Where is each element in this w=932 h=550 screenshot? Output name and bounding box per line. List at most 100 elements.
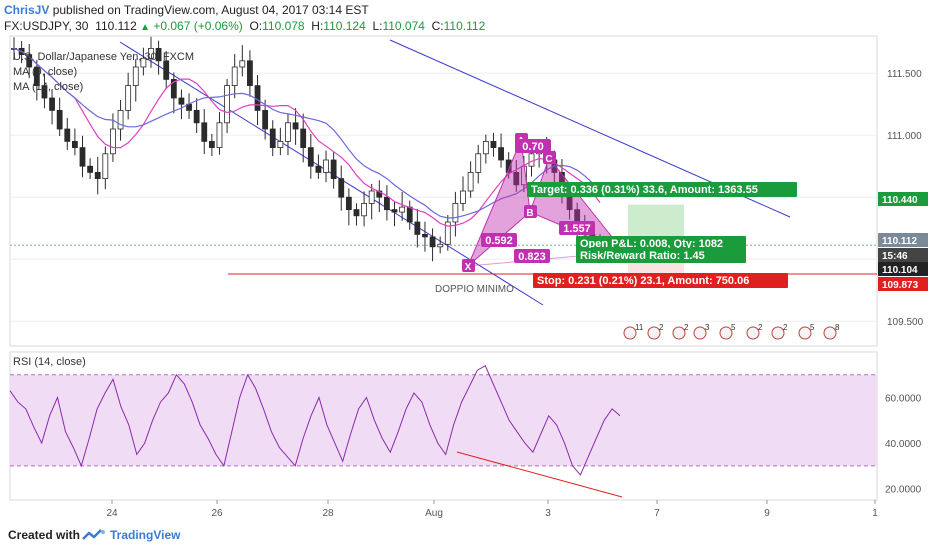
event-flag-icon bbox=[798, 326, 812, 340]
candle-body bbox=[460, 190, 466, 204]
candle-body bbox=[452, 202, 459, 223]
candle-body bbox=[269, 128, 276, 149]
candle-body bbox=[444, 221, 451, 245]
open-pl-label: Open P&L: 0.008, Qty: 1082 bbox=[580, 238, 723, 250]
candle-body bbox=[513, 171, 520, 186]
event-flag-icon bbox=[623, 326, 637, 340]
candle-body bbox=[239, 60, 246, 68]
candle-body bbox=[247, 60, 253, 86]
pattern-point-label: B bbox=[526, 208, 533, 219]
event-flag-icon bbox=[771, 326, 785, 340]
ma14-legend: MA (14, close) bbox=[13, 81, 84, 93]
price-marker-tag bbox=[878, 248, 928, 262]
time-tick-label: 24 bbox=[106, 508, 118, 519]
event-count: 11 bbox=[635, 323, 644, 332]
pattern-point-badge bbox=[524, 205, 537, 218]
symbol-label: FX:USDJPY, 30 bbox=[4, 19, 89, 33]
time-tick-label: 9 bbox=[764, 508, 770, 519]
candle-body bbox=[292, 122, 299, 130]
candle-body bbox=[361, 202, 367, 217]
candle-body bbox=[208, 140, 215, 148]
candle-body bbox=[254, 85, 261, 111]
pattern-point-label: X bbox=[465, 262, 472, 273]
footer: Created with TradingView bbox=[0, 522, 932, 550]
rsi-tick-label: 40.0000 bbox=[885, 439, 922, 450]
candle-body bbox=[87, 165, 94, 173]
rsi-tick-label: 60.0000 bbox=[885, 394, 922, 405]
candle-body bbox=[315, 165, 322, 173]
chart-canvas[interactable]: 111.500111.000110.500109.500110.440110.1… bbox=[0, 0, 932, 522]
target-label: Target: 0.336 (0.31%) 33.6, Amount: 1363… bbox=[531, 184, 758, 196]
rsi-line bbox=[9, 364, 621, 476]
candle-body bbox=[201, 122, 208, 142]
stop-box bbox=[533, 273, 788, 288]
candle-body bbox=[277, 140, 284, 148]
event-count: 2 bbox=[783, 323, 788, 332]
ratio-label: 0.823 bbox=[518, 251, 546, 263]
price-marker-label: 110.440 bbox=[882, 195, 918, 206]
event-flag-icon bbox=[823, 326, 837, 340]
tradingview-brand-link[interactable]: TradingView bbox=[110, 528, 181, 542]
event-flag-icon bbox=[746, 326, 760, 340]
candle-body bbox=[422, 233, 428, 238]
candle-body bbox=[170, 79, 177, 99]
candle-body bbox=[231, 66, 238, 87]
candle-body bbox=[49, 97, 55, 111]
publish-header: ChrisJV published on TradingView.com, Au… bbox=[4, 2, 369, 18]
price-marker-tag bbox=[878, 262, 928, 276]
price-marker-label: 110.112 bbox=[882, 236, 917, 247]
candle-body bbox=[285, 122, 291, 142]
candle-body bbox=[528, 153, 535, 167]
time-tick-label: 3 bbox=[545, 508, 551, 519]
price-marker-tag bbox=[878, 233, 928, 247]
candle-body bbox=[490, 140, 497, 148]
candle-body bbox=[155, 48, 162, 62]
price-tick-label: 111.000 bbox=[887, 131, 922, 142]
event-count: 5 bbox=[731, 323, 736, 332]
ma9-legend: MA (9, close) bbox=[13, 66, 78, 78]
author-link[interactable]: ChrisJV bbox=[4, 3, 50, 17]
candle-body bbox=[376, 190, 383, 198]
time-tick-label: Aug bbox=[425, 508, 443, 519]
candle-body bbox=[140, 57, 147, 68]
candle-body bbox=[178, 97, 185, 105]
candle-body bbox=[102, 153, 109, 180]
price-marker-tag bbox=[878, 277, 928, 291]
price-marker-label: 110.104 bbox=[882, 265, 918, 276]
candle-body bbox=[300, 128, 307, 149]
risk-reward-label: Risk/Reward Ratio: 1.45 bbox=[580, 250, 705, 262]
rsi-tick-label: 20.0000 bbox=[885, 485, 922, 496]
tradingview-logo-icon bbox=[82, 529, 105, 540]
stop-label: Stop: 0.231 (0.21%) 23.1, Amount: 750.06 bbox=[537, 275, 749, 287]
event-count: 2 bbox=[684, 323, 689, 332]
event-flag-icon bbox=[719, 326, 733, 340]
up-arrow-icon: ▲ bbox=[140, 22, 151, 33]
candle-body bbox=[71, 140, 78, 148]
candle-body bbox=[330, 159, 337, 180]
pattern-point-label: C bbox=[545, 154, 552, 165]
open-pl-box bbox=[576, 236, 746, 251]
target-box bbox=[527, 182, 797, 197]
ratio-label: 1.557 bbox=[563, 223, 591, 235]
price-marker-label: 15:46 bbox=[882, 251, 908, 262]
open-value: 110.078 bbox=[262, 19, 305, 33]
candle-body bbox=[117, 110, 124, 130]
series-legend: U.S. Dollar/Japanese Yen, 30, FXCM bbox=[13, 51, 194, 63]
candle-body bbox=[163, 60, 170, 80]
candle-body bbox=[437, 243, 444, 248]
candle-body bbox=[56, 110, 63, 130]
candle-body bbox=[323, 159, 329, 173]
ratio-badge bbox=[481, 233, 517, 247]
ratio-label: 0.592 bbox=[485, 235, 513, 247]
candle-body bbox=[148, 48, 154, 59]
last-price: 110.112 bbox=[95, 19, 137, 33]
time-tick-label: 1 bbox=[872, 508, 878, 519]
price-tick-label: 109.500 bbox=[887, 317, 924, 328]
pattern-point-badge bbox=[462, 259, 475, 272]
created-with-label: Created with bbox=[8, 528, 81, 542]
candle-body bbox=[64, 128, 71, 142]
candle-body bbox=[391, 209, 398, 213]
event-flag-icon bbox=[647, 326, 661, 340]
ratio-label: 0.70 bbox=[522, 141, 543, 153]
event-count: 2 bbox=[659, 323, 664, 332]
